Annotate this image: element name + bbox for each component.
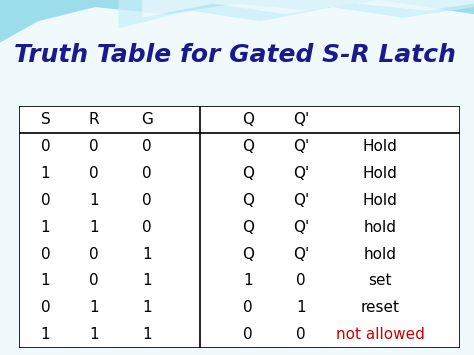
Text: 1: 1: [89, 193, 99, 208]
Polygon shape: [0, 0, 474, 43]
Text: Q': Q': [293, 246, 309, 262]
Text: 0: 0: [142, 139, 152, 154]
Text: Q: Q: [242, 166, 254, 181]
Polygon shape: [142, 0, 474, 18]
FancyBboxPatch shape: [19, 106, 460, 348]
Text: 1: 1: [296, 300, 306, 315]
Text: Hold: Hold: [363, 139, 398, 154]
Text: 0: 0: [142, 220, 152, 235]
Text: G: G: [141, 113, 153, 127]
Text: 0: 0: [89, 273, 99, 288]
Text: 1: 1: [142, 246, 152, 262]
Text: Q: Q: [242, 220, 254, 235]
Text: Hold: Hold: [363, 166, 398, 181]
Text: Q: Q: [242, 193, 254, 208]
Text: 1: 1: [41, 220, 50, 235]
Text: 0: 0: [142, 166, 152, 181]
Text: hold: hold: [364, 246, 397, 262]
Text: S: S: [41, 113, 50, 127]
Text: hold: hold: [364, 220, 397, 235]
Text: Hold: Hold: [363, 193, 398, 208]
Text: 1: 1: [142, 327, 152, 342]
Text: 0: 0: [89, 139, 99, 154]
Text: 0: 0: [296, 327, 306, 342]
Text: Q': Q': [293, 193, 309, 208]
Text: Q': Q': [293, 166, 309, 181]
Polygon shape: [118, 0, 474, 28]
Text: 1: 1: [89, 220, 99, 235]
Text: 1: 1: [142, 300, 152, 315]
Text: 0: 0: [41, 300, 50, 315]
Text: Q': Q': [293, 113, 309, 127]
Text: 0: 0: [142, 193, 152, 208]
Text: 1: 1: [41, 327, 50, 342]
Text: not allowed: not allowed: [336, 327, 425, 342]
Text: 0: 0: [41, 193, 50, 208]
Text: 0: 0: [41, 139, 50, 154]
Text: 1: 1: [41, 273, 50, 288]
Text: 1: 1: [41, 166, 50, 181]
Text: 0: 0: [243, 327, 253, 342]
Text: 1: 1: [89, 327, 99, 342]
Text: 0: 0: [296, 273, 306, 288]
Text: Truth Table for Gated S-R Latch: Truth Table for Gated S-R Latch: [14, 43, 456, 67]
Text: reset: reset: [361, 300, 400, 315]
Text: set: set: [369, 273, 392, 288]
Text: Q: Q: [242, 113, 254, 127]
Text: 0: 0: [89, 246, 99, 262]
Text: 1: 1: [89, 300, 99, 315]
Text: Q': Q': [293, 139, 309, 154]
Text: Q: Q: [242, 139, 254, 154]
Text: 1: 1: [243, 273, 253, 288]
Text: 0: 0: [41, 246, 50, 262]
Text: Q': Q': [293, 220, 309, 235]
Text: Q: Q: [242, 246, 254, 262]
Text: 1: 1: [142, 273, 152, 288]
Text: 0: 0: [89, 166, 99, 181]
Text: 0: 0: [243, 300, 253, 315]
Text: R: R: [89, 113, 99, 127]
